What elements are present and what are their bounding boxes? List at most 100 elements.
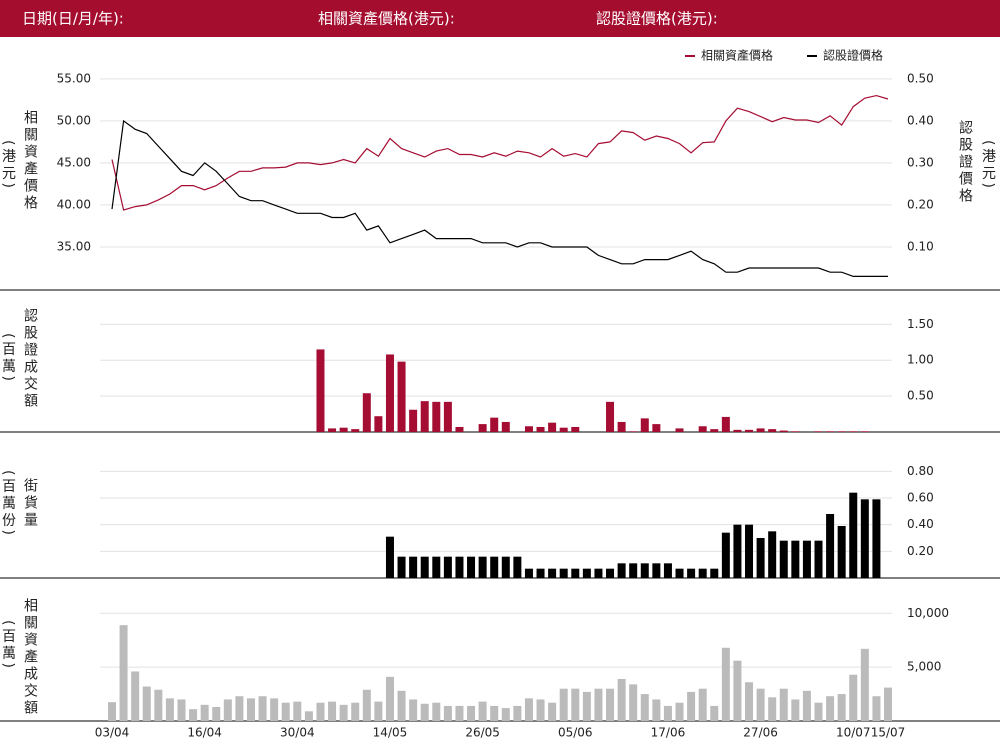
y2-tick-label: 0.50 <box>907 71 934 85</box>
bar <box>524 568 533 578</box>
x-tick-label: 26/05 <box>465 726 500 740</box>
bar <box>420 401 429 432</box>
y-tick-label: 35.00 <box>57 239 91 253</box>
bar <box>501 421 510 432</box>
bar <box>397 556 406 578</box>
y-tick-label: 0.50 <box>907 389 934 403</box>
bar <box>733 524 742 578</box>
bar <box>826 514 835 578</box>
bar <box>791 431 800 432</box>
bar <box>721 647 730 721</box>
y-axis-unit: (百萬) <box>0 333 16 384</box>
bar <box>559 427 568 432</box>
bar <box>142 686 151 721</box>
y-axis-label: 認股證成交額 <box>22 308 38 410</box>
bar <box>594 688 603 721</box>
y-tick-label: 0.40 <box>907 517 934 531</box>
x-tick-label: 05/06 <box>558 726 593 740</box>
bar <box>223 699 232 721</box>
bar <box>733 660 742 721</box>
bar <box>802 540 811 578</box>
bar <box>721 416 730 432</box>
bar <box>501 708 510 721</box>
bar <box>710 568 719 578</box>
bar <box>270 698 279 721</box>
bar <box>443 401 452 432</box>
series-line <box>111 119 888 277</box>
bar <box>432 401 441 432</box>
bar <box>698 426 707 432</box>
bar <box>652 699 661 721</box>
bar <box>629 563 638 578</box>
bar <box>663 563 672 578</box>
bar <box>652 563 661 578</box>
y2-tick-label: 0.40 <box>907 113 934 127</box>
bar <box>548 422 557 432</box>
bar <box>779 430 788 432</box>
y-tick-label: 45.00 <box>57 155 91 169</box>
bar <box>756 428 765 432</box>
bar <box>200 704 209 721</box>
bar <box>779 540 788 578</box>
bar <box>675 428 684 432</box>
x-tick-label: 17/06 <box>651 726 686 740</box>
bar <box>860 499 869 578</box>
bar <box>617 421 626 432</box>
bar <box>606 688 615 721</box>
bar <box>768 429 777 432</box>
bar <box>501 556 510 578</box>
bar <box>756 538 765 578</box>
bar <box>467 556 476 578</box>
bar <box>640 694 649 721</box>
y-tick-label: 1.00 <box>907 353 934 367</box>
bar <box>432 556 441 578</box>
y-tick-label: 5,000 <box>907 660 941 674</box>
warrant-price-label: 認股證價格(港元): <box>596 10 718 28</box>
bar <box>467 705 476 721</box>
bar <box>108 702 116 721</box>
bar <box>629 684 638 721</box>
bar <box>768 531 777 578</box>
bar <box>849 492 858 578</box>
bar <box>293 701 302 721</box>
bar <box>675 702 684 721</box>
asset-price-label: 相關資產價格(港元): <box>318 10 455 28</box>
header-bar <box>0 0 1000 37</box>
x-tick-label: 15/07 <box>871 726 906 740</box>
y-axis-label: 相關資產價格 <box>22 110 38 212</box>
bar <box>455 426 464 432</box>
y2-tick-label: 0.30 <box>907 155 934 169</box>
bar <box>362 393 371 432</box>
bar <box>872 696 881 721</box>
bar <box>826 696 835 721</box>
bar <box>513 705 522 721</box>
bar <box>455 556 464 578</box>
bar <box>328 428 337 432</box>
y-axis-label: 街貨量 <box>22 478 38 529</box>
bar <box>687 691 696 721</box>
bar <box>837 694 846 721</box>
bar <box>339 427 348 432</box>
y2-tick-label: 0.10 <box>907 239 934 253</box>
bar <box>339 704 348 721</box>
bar <box>304 711 313 721</box>
bar <box>698 688 707 721</box>
bar <box>536 699 545 721</box>
y-tick-label: 0.60 <box>907 491 934 505</box>
bar <box>165 698 174 721</box>
bar <box>884 687 892 721</box>
bar <box>663 705 672 721</box>
bar <box>490 417 499 432</box>
bar <box>582 691 591 721</box>
x-tick-label: 10/07 <box>836 726 871 740</box>
bar <box>420 556 429 578</box>
bar <box>351 702 360 721</box>
bar <box>594 568 603 578</box>
bar <box>548 702 557 721</box>
bar <box>779 688 788 721</box>
bar <box>443 556 452 578</box>
bar <box>177 699 186 721</box>
bar <box>478 424 487 432</box>
y-tick-label: 0.80 <box>907 464 934 478</box>
x-tick-label: 30/04 <box>280 726 315 740</box>
